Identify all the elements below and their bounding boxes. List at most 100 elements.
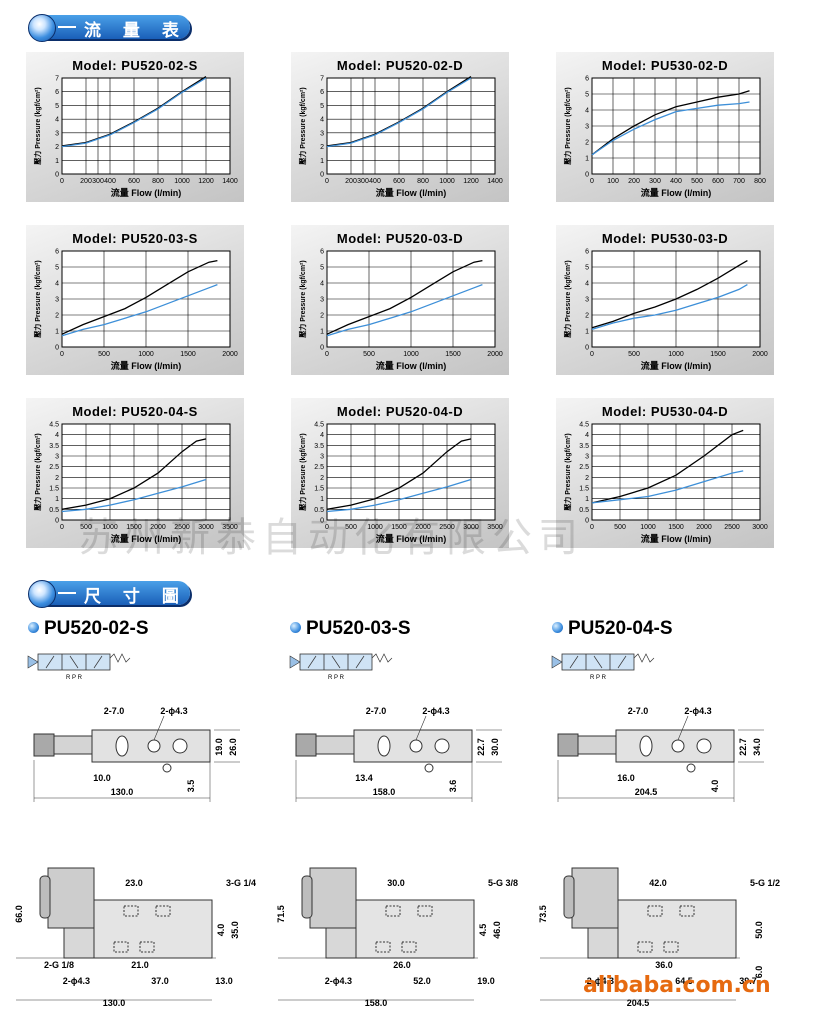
mount-hole [162,763,172,773]
flow-chart: 0 100 200 300 400 500 600 700 800 1 2 3 4 5 6 0 流量 Flow … [563,76,766,199]
valve-symbol: R P R [551,653,655,681]
dim-total-height: 66.0 [14,905,24,923]
x-tick-label: 700 [733,178,745,185]
y-tick-label: 4.5 [49,422,59,429]
dim-port-offset: 37.0 [151,976,169,986]
y-axis-label: 壓力 Pressure (kgf/cm²) [563,433,572,511]
alibaba-logo: alibaba.com.cn [583,973,771,998]
y-tick-label: 5 [585,92,589,99]
y-tick-label: 2 [320,313,324,320]
flow-chart-panel: Model: PU530-03-D 0 500 1000 1500 2000 1 2 3 4 5 6 0… [556,225,774,375]
flow-chart-panel: Model: PU520-03-D 0 500 1000 1500 2000 1 2 3 4 5 6 0… [291,225,509,375]
bullet-icon [552,622,563,633]
y-tick-label: 1 [320,329,324,336]
y-tick-label: 2 [585,475,589,482]
x-tick-label: 200 [80,178,92,185]
y-tick-label: 4 [55,281,59,288]
y-tick-label: 1 [320,496,324,503]
x-axis-label: 流量 Flow (l/min) [376,187,447,198]
x-tick-label: 400 [104,178,116,185]
x-tick-label: 1400 [487,178,503,185]
y-tick-label: 0 [320,172,324,179]
x-tick-label: 400 [369,178,381,185]
port-outline [375,941,391,953]
x-tick-label: 1500 [710,351,726,358]
x-tick-label: 1500 [180,351,196,358]
dim-port-thread: 5-G 1/2 [750,878,780,888]
y-tick-label: 3 [320,130,324,137]
y-tick-label: 0.5 [579,507,589,514]
x-tick-label: 0 [590,351,594,358]
model-heading-2: PU520-04-S [552,618,673,640]
flow-chart-panel: Model: PU530-04-D 0 500 1000 1500 2000 2500 300… [556,398,774,548]
y-tick-label: 1 [585,496,589,503]
x-tick-label: 200 [628,178,640,185]
plot-area [61,77,231,175]
y-tick-label: 2 [585,140,589,147]
x-tick-label: 2500 [724,524,740,531]
port-hole [172,738,188,754]
y-tick-label: 2.5 [579,464,589,471]
y-tick-label: 6 [55,89,59,96]
x-tick-label: 3000 [463,524,479,531]
x-tick-label: 500 [691,178,703,185]
x-axis-label: 流量 Flow (l/min) [376,360,447,371]
y-tick-label: 2.5 [49,464,59,471]
dim-pilot: 2-G 1/8 [44,960,74,970]
bullet-icon [28,622,39,633]
series-line-0 [591,429,744,504]
series-line-1 [591,284,748,331]
dim-hole: 2-ϕ4.3 [684,706,711,716]
x-tick-label: 300 [357,178,369,185]
dim-pitch: 2-7.0 [104,706,125,716]
connector [563,875,575,919]
y-tick-label: 2 [585,313,589,320]
port-outline [401,941,417,953]
pilot-block [325,927,357,959]
x-tick-label: 1500 [445,351,461,358]
dim-base: 4.0 [710,780,720,793]
series-line-1 [61,478,207,513]
dim-offset-v: 4.0 [216,924,226,937]
y-tick-label: 3 [320,454,324,461]
coil-housing [571,867,619,929]
pilot-block [63,927,95,959]
y-tick-label: 0 [55,345,59,352]
y-tick-label: 3 [55,130,59,137]
coil-cap [557,733,579,757]
chart-title: Model: PU530-02-D [601,58,729,73]
port-outline [113,941,129,953]
banner-dash [58,592,76,594]
port-labels: R P R [590,675,607,681]
coil-housing [47,867,95,929]
x-tick-label: 2500 [174,524,190,531]
y-tick-label: 4 [55,117,59,124]
x-tick-label: 500 [80,524,92,531]
dim-port-space: 26.0 [393,960,411,970]
x-tick-label: 1000 [439,178,455,185]
y-tick-label: 0 [320,345,324,352]
x-tick-label: 2000 [222,351,238,358]
y-axis-label: 壓力 Pressure (kgf/cm²) [563,260,572,338]
dim-length: 130.0 [103,998,126,1008]
dim-hole: 2-ϕ4.3 [422,706,449,716]
valve-body [93,899,213,959]
x-tick-label: 3500 [487,524,503,531]
port-outline [637,941,653,953]
x-tick-label: 600 [712,178,724,185]
y-tick-label: 0 [55,518,59,525]
y-axis-label: 壓力 Pressure (kgf/cm²) [298,260,307,338]
y-tick-label: 1 [55,496,59,503]
y-tick-label: 4 [320,281,324,288]
y-tick-label: 4 [320,117,324,124]
y-tick-label: 2 [55,475,59,482]
x-axis-label: 流量 Flow (l/min) [111,360,182,371]
valve-symbol: R P R [27,653,131,681]
y-tick-label: 4 [585,108,589,115]
x-tick-label: 1000 [668,351,684,358]
x-tick-label: 500 [614,524,626,531]
series-line-1 [61,77,207,148]
dim-port-pitch: 30.0 [387,878,405,888]
dims-section-title: 尺 寸 圖 [84,587,187,607]
dim-body-height: 35.0 [230,921,240,939]
